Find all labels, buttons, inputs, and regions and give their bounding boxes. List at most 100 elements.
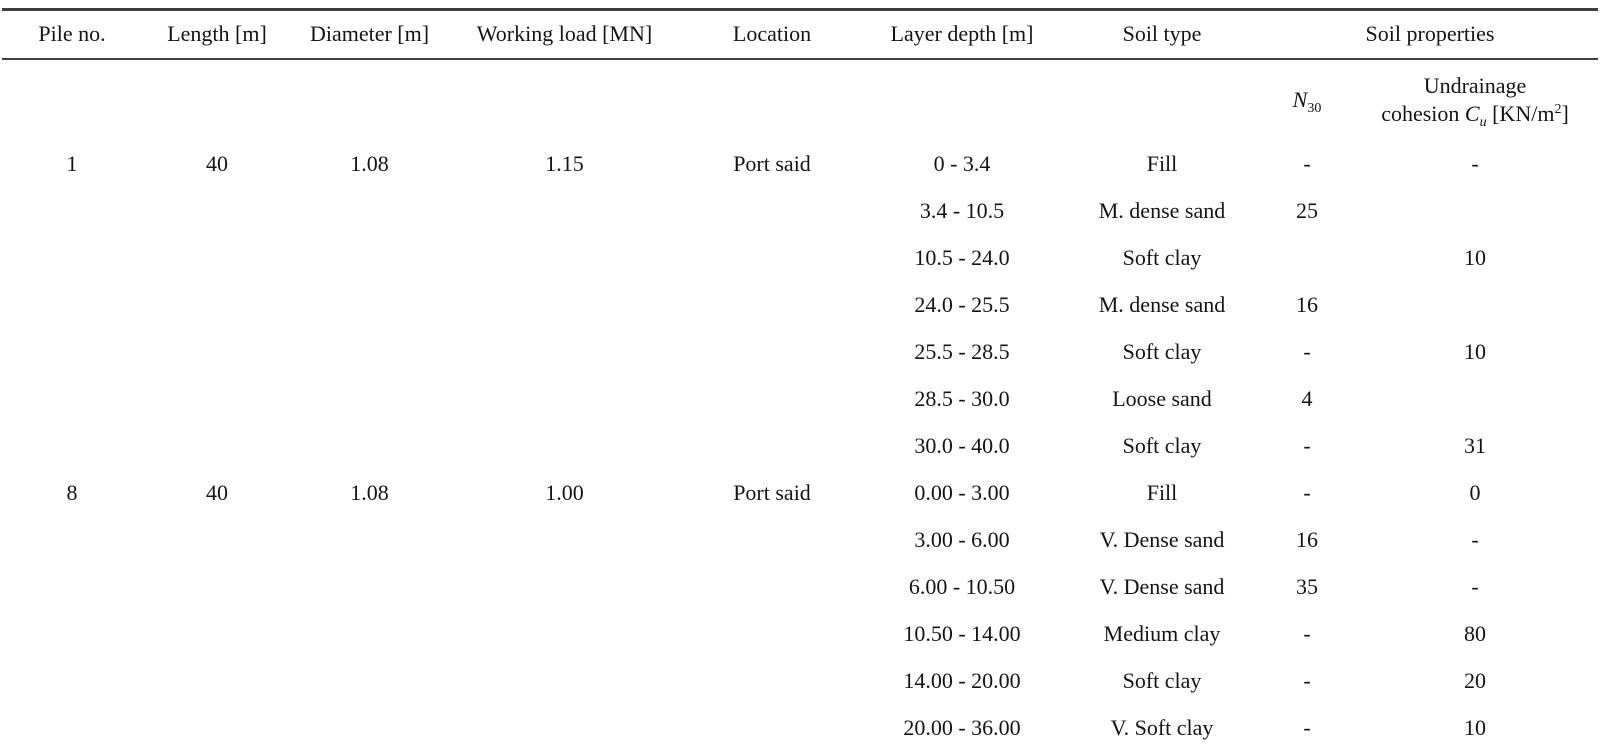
cell-n30: 16 <box>1296 292 1318 317</box>
cohesion-unit-exponent: 2 <box>1554 102 1562 117</box>
cell-n30: - <box>1303 151 1311 176</box>
cell-length <box>142 376 292 423</box>
cell-diameter <box>292 235 447 282</box>
cell-pile-no <box>2 705 142 752</box>
cell-working-load <box>447 517 682 564</box>
cell-n30: 4 <box>1301 386 1313 411</box>
cell-soil-type: Soft clay <box>1122 668 1202 693</box>
header-diameter: Diameter [m] <box>292 9 447 60</box>
cell-length <box>142 517 292 564</box>
cell-pile-no <box>2 517 142 564</box>
cell-soil-type: V. Dense sand <box>1099 527 1225 552</box>
cell-layer-depth: 24.0 - 25.5 <box>914 292 1010 317</box>
cell-soil-type: M. dense sand <box>1098 292 1226 317</box>
cell-diameter <box>292 517 447 564</box>
cell-working-load <box>447 423 682 470</box>
cell-cohesion <box>1352 188 1598 235</box>
cell-layer-depth: 10.50 - 14.00 <box>903 621 1021 646</box>
pile-data-table: Pile no. Length [m] Diameter [m] Working… <box>2 8 1598 752</box>
subheader-cohesion: Undrainage cohesion Cu [KN/m2] <box>1352 59 1598 141</box>
cell-length: 40 <box>206 151 228 176</box>
table-row: 1 40 1.08 1.15 Port said 0 - 3.4 Fill - … <box>2 141 1598 188</box>
cell-soil-type: Fill <box>1146 151 1178 176</box>
cohesion-unit-close: ] <box>1561 101 1569 126</box>
header-working-load: Working load [MN] <box>447 9 682 60</box>
cell-soil-type: Fill <box>1146 480 1178 505</box>
cell-cohesion <box>1352 282 1598 329</box>
cell-location <box>682 235 862 282</box>
cell-diameter <box>292 611 447 658</box>
n30-symbol: N <box>1292 87 1308 112</box>
cell-length <box>142 564 292 611</box>
cell-length <box>142 658 292 705</box>
cell-location <box>682 188 862 235</box>
header-soil-properties: Soil properties <box>1262 9 1598 60</box>
cell-soil-type: Loose sand <box>1112 386 1212 411</box>
table-row: 25.5 - 28.5 Soft clay - 10 <box>2 329 1598 376</box>
cell-location <box>682 705 862 752</box>
cell-pile-no <box>2 235 142 282</box>
cell-soil-type: Soft clay <box>1122 245 1202 270</box>
cell-diameter <box>292 705 447 752</box>
cell-working-load <box>447 188 682 235</box>
cell-pile-no: 1 <box>66 151 78 176</box>
cell-cohesion: - <box>1471 527 1479 552</box>
cell-n30: - <box>1303 480 1311 505</box>
cell-length <box>142 423 292 470</box>
cell-cohesion: 31 <box>1464 433 1486 458</box>
cell-working-load: 1.00 <box>545 480 584 505</box>
cohesion-line1: Undrainage <box>1423 73 1527 98</box>
table-row: 10.5 - 24.0 Soft clay 10 <box>2 235 1598 282</box>
cell-n30: 16 <box>1296 527 1318 552</box>
cell-location <box>682 611 862 658</box>
header-pile-no: Pile no. <box>2 9 142 60</box>
cell-cohesion: - <box>1471 151 1479 176</box>
cell-working-load <box>447 611 682 658</box>
cell-cohesion: 10 <box>1464 245 1486 270</box>
cell-soil-type: Medium clay <box>1103 621 1221 646</box>
cell-pile-no: 8 <box>66 480 78 505</box>
cell-layer-depth: 6.00 - 10.50 <box>908 574 1016 599</box>
table-body: 1 40 1.08 1.15 Port said 0 - 3.4 Fill - … <box>2 141 1598 752</box>
cell-n30 <box>1262 235 1352 282</box>
cell-pile-no <box>2 564 142 611</box>
cell-length <box>142 235 292 282</box>
cell-working-load <box>447 376 682 423</box>
cell-location <box>682 564 862 611</box>
cell-working-load <box>447 705 682 752</box>
cell-cohesion: 80 <box>1464 621 1486 646</box>
subheader-n30: N30 <box>1262 59 1352 141</box>
cell-cohesion <box>1352 376 1598 423</box>
n30-subscript: 30 <box>1307 101 1322 116</box>
cell-soil-type: M. dense sand <box>1098 198 1226 223</box>
cell-diameter <box>292 282 447 329</box>
header-length: Length [m] <box>142 9 292 60</box>
cell-pile-no <box>2 611 142 658</box>
cell-pile-no <box>2 282 142 329</box>
cell-cohesion: 0 <box>1469 480 1481 505</box>
cell-pile-no <box>2 658 142 705</box>
cell-layer-depth: 20.00 - 36.00 <box>903 715 1021 740</box>
cell-layer-depth: 28.5 - 30.0 <box>914 386 1010 411</box>
table-row: 28.5 - 30.0 Loose sand 4 <box>2 376 1598 423</box>
subheader-spacer <box>2 59 1262 141</box>
cohesion-unit-open: [KN/m <box>1486 101 1555 126</box>
cell-n30: - <box>1303 433 1311 458</box>
cell-working-load <box>447 658 682 705</box>
cell-diameter <box>292 423 447 470</box>
cell-layer-depth: 10.5 - 24.0 <box>914 245 1010 270</box>
cell-diameter <box>292 329 447 376</box>
cell-length <box>142 282 292 329</box>
table-row: 3.00 - 6.00 V. Dense sand 16 - <box>2 517 1598 564</box>
cell-soil-type: Soft clay <box>1122 433 1202 458</box>
cell-working-load <box>447 329 682 376</box>
table-header: Pile no. Length [m] Diameter [m] Working… <box>2 9 1598 141</box>
table-row: 6.00 - 10.50 V. Dense sand 35 - <box>2 564 1598 611</box>
cell-cohesion: 20 <box>1464 668 1486 693</box>
cell-layer-depth: 3.4 - 10.5 <box>919 198 1005 223</box>
cell-pile-no <box>2 188 142 235</box>
table-row: 24.0 - 25.5 M. dense sand 16 <box>2 282 1598 329</box>
cell-diameter <box>292 376 447 423</box>
table-row: 3.4 - 10.5 M. dense sand 25 <box>2 188 1598 235</box>
cell-pile-no <box>2 376 142 423</box>
